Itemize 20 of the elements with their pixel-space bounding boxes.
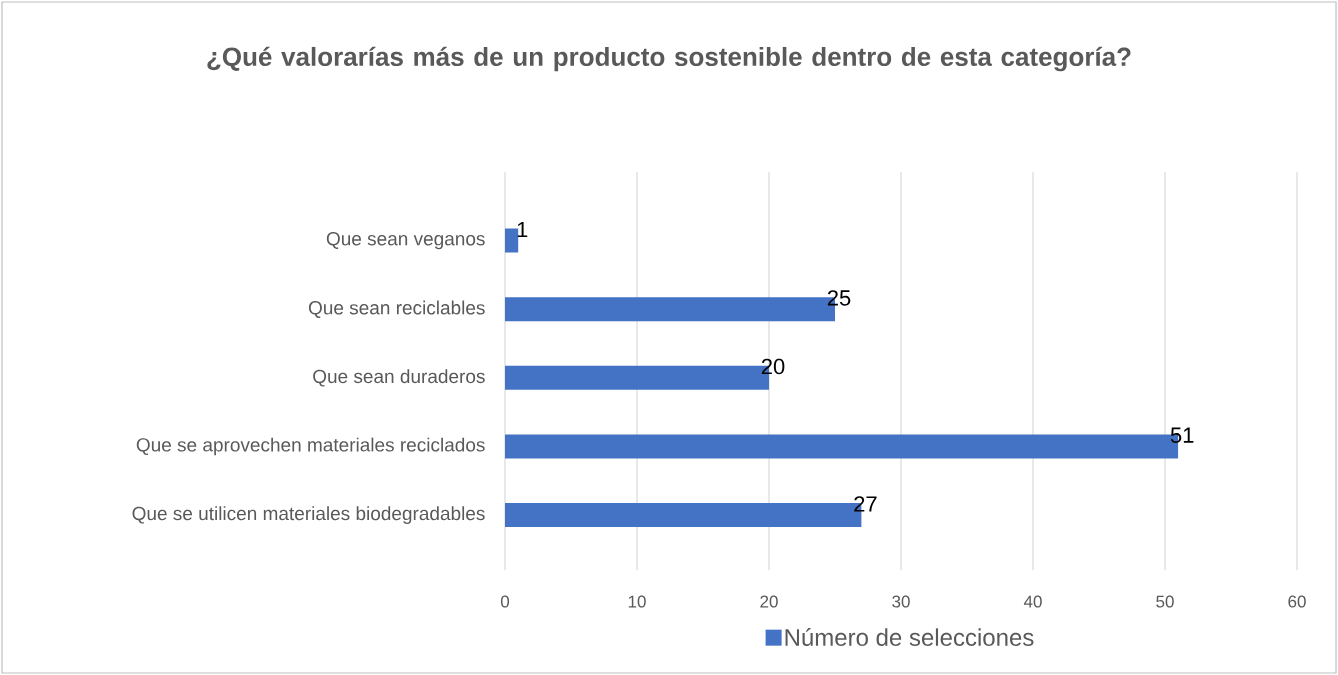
x-tick-label: 60 — [1288, 595, 1306, 608]
legend-label: Número de selecciones — [785, 628, 1034, 646]
x-tick-label: 30 — [892, 595, 910, 608]
x-tick-label: 0 — [500, 595, 510, 608]
x-tick-label: 10 — [628, 595, 646, 608]
y-tick-label: Que sean duraderos — [313, 369, 485, 387]
bar — [505, 228, 519, 253]
data-label: 51 — [1170, 427, 1194, 443]
y-tick-label: Que sean reciclables — [308, 300, 485, 318]
y-tick-label: Que se aprovechen materiales reciclados — [136, 437, 485, 456]
x-tick-label: 40 — [1023, 595, 1042, 608]
data-label: 20 — [761, 358, 785, 375]
y-tick-label: Que sean veganos — [326, 232, 485, 250]
y-tick-label: Que se utilicen materiales biodegradables — [132, 506, 485, 524]
x-tick-label: 20 — [760, 595, 778, 608]
data-label: 27 — [854, 496, 877, 512]
data-label: 1 — [517, 221, 528, 238]
x-tick-label: 50 — [1156, 595, 1174, 608]
data-label: 25 — [827, 290, 851, 306]
chart-title: ¿Qué valorarías más de un producto sostenible dentro de esta categoría? — [207, 46, 1131, 72]
